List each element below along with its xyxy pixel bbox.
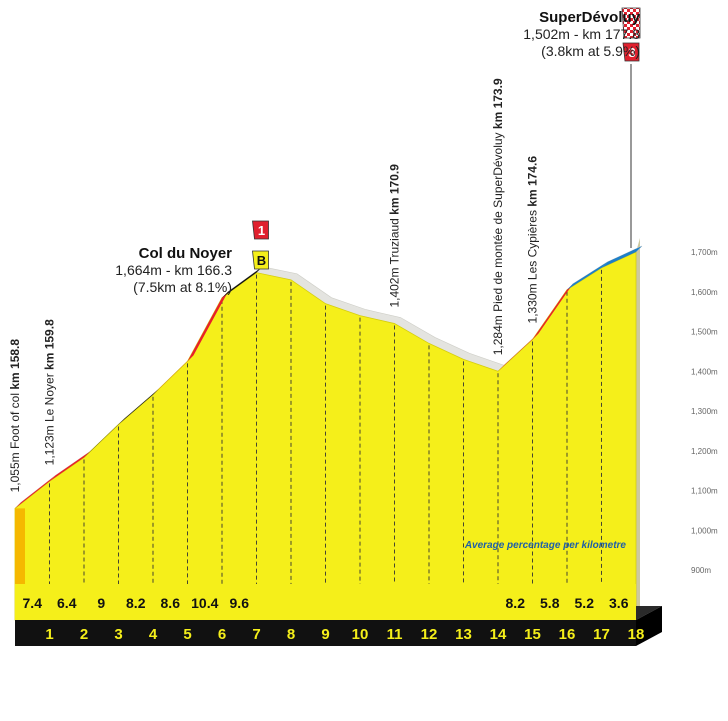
- summit-label-superdevoluy: SuperDévoluy 1,502m - km 177.8 (3.8km at…: [470, 9, 640, 60]
- km-marker-label: 3: [114, 626, 122, 643]
- waypoint-km: km 174.6: [526, 156, 540, 207]
- gradient-label: 8.6: [161, 595, 181, 611]
- summit-badge-shape: [622, 42, 640, 62]
- climb-segment: [601, 246, 642, 268]
- gradient-label: 7.4: [23, 595, 43, 611]
- km-marker-label: 11: [387, 626, 403, 643]
- annotation-label: Average percentage per kilometre: [464, 540, 627, 551]
- waypoint-label-text: 1,284m Pied de montée de SuperDévoluy: [491, 129, 505, 355]
- gradient-label: 9: [97, 595, 105, 611]
- waypoint-label: 1,402m Truziaud km 170.9: [388, 164, 402, 308]
- waypoint-km: km 158.8: [8, 339, 22, 390]
- km-marker-label: 6: [218, 626, 226, 643]
- climb-segment: [498, 333, 539, 372]
- waypoint-km: km 159.8: [43, 319, 57, 370]
- waypoint-km: km 170.9: [388, 164, 402, 215]
- summit-badge-shape: [252, 220, 269, 240]
- gradient-label: 5.2: [575, 595, 595, 611]
- waypoint-label: 1,055m Foot of col km 158.8: [8, 339, 22, 493]
- km-marker-label: 5: [183, 626, 191, 643]
- y-tick-label: 1,500m: [691, 328, 718, 337]
- summit-altitude-km: 1,502m - km 177.8: [523, 26, 640, 42]
- km-base-band: [15, 584, 662, 646]
- finish-flag-icon: [621, 7, 641, 39]
- summit-label-col-du-noyer: Col du Noyer 1,664m - km 166.3 (7.5km at…: [70, 245, 232, 296]
- km-marker-label: 2: [80, 626, 88, 643]
- y-tick-label: 1,100m: [691, 487, 718, 496]
- base-gradient-band: [15, 584, 636, 620]
- profile-area: [14, 238, 643, 621]
- waypoint-label-text: 1,055m Foot of col: [8, 390, 22, 493]
- km-marker-label: 18: [628, 626, 645, 643]
- summit-climb-stats: (7.5km at 8.1%): [133, 279, 232, 295]
- summit-badge-label: B: [257, 253, 266, 268]
- y-tick-label: 900m: [691, 566, 711, 575]
- gradient-label: 5.8: [540, 595, 560, 611]
- climb-segment: [153, 355, 194, 395]
- gradient-label: 8.2: [126, 595, 146, 611]
- km-marker-label: 10: [352, 626, 369, 643]
- base-front-face: [15, 620, 636, 646]
- waypoint-label-text: 1,123m Le Noyer: [43, 370, 57, 465]
- summit-climb-stats: (3.8km at 5.9%): [541, 43, 640, 59]
- gradient-label: 10.4: [191, 595, 218, 611]
- km-marker-label: 8: [287, 626, 295, 643]
- km-marker-label: 4: [149, 626, 158, 643]
- km-marker-label: 7: [252, 626, 260, 643]
- climb-sections: [15, 246, 642, 509]
- summit-badge-label: 1: [258, 223, 265, 238]
- waypoint-label-text: 1,330m Les Cypières: [526, 207, 540, 324]
- waypoint-label-text: 1,402m Truziaud: [388, 215, 402, 308]
- gradient-label: 8.2: [506, 595, 526, 611]
- y-tick-label: 1,700m: [691, 248, 718, 257]
- y-tick-label: 1,400m: [691, 367, 718, 376]
- climb-segment: [84, 418, 125, 458]
- km-marker-label: 1: [45, 626, 53, 643]
- waypoint-label: 1,284m Pied de montée de SuperDévoluy km…: [491, 78, 505, 355]
- summit-name: SuperDévoluy: [539, 9, 640, 26]
- climb-segment: [118, 388, 159, 425]
- km-marker-label: 15: [524, 626, 541, 643]
- km-marker-label: 17: [593, 626, 610, 643]
- km-marker-label: 9: [321, 626, 329, 643]
- summit-name: Col du Noyer: [138, 245, 232, 262]
- waypoint-km: km 173.9: [491, 78, 505, 129]
- climb-segment: [567, 261, 608, 290]
- profile-side-face: [636, 238, 640, 620]
- gradient-label: 9.6: [230, 595, 250, 611]
- y-tick-label: 1,200m: [691, 447, 718, 456]
- waypoint-label: 1,123m Le Noyer km 159.8: [43, 319, 57, 465]
- y-tick-label: 1,300m: [691, 407, 718, 416]
- climb-segment: [49, 451, 90, 482]
- km-marker-label: 12: [421, 626, 438, 643]
- y-axis: 900m 1,000m 1,100m 1,200m 1,300m 1,400m 1,500m…: [691, 248, 718, 575]
- profile-left-edge: [15, 508, 25, 620]
- summit-altitude-km: 1,664m - km 166.3: [115, 262, 232, 278]
- summit-badge-label: 3: [628, 45, 635, 60]
- y-tick-label: 1,000m: [691, 526, 718, 535]
- km-marker-label: 13: [455, 626, 472, 643]
- profile-front-face: [14, 251, 637, 621]
- summit-badge-shape: [252, 250, 269, 270]
- y-tick-label: 1,600m: [691, 288, 718, 297]
- climb-segment: [532, 283, 573, 340]
- base-side-face: [636, 606, 662, 646]
- gradient-label: 6.4: [57, 595, 77, 611]
- climb-segment: [187, 291, 228, 362]
- gradient-label: 3.6: [609, 595, 629, 611]
- waypoint-label: 1,330m Les Cypières km 174.6: [526, 156, 540, 324]
- climb-segment: [222, 266, 263, 298]
- summit-markers: 1 B 3: [252, 7, 641, 270]
- climb-segment: [15, 475, 56, 509]
- km-marker-label: 14: [490, 626, 507, 643]
- km-marker-label: 16: [559, 626, 576, 643]
